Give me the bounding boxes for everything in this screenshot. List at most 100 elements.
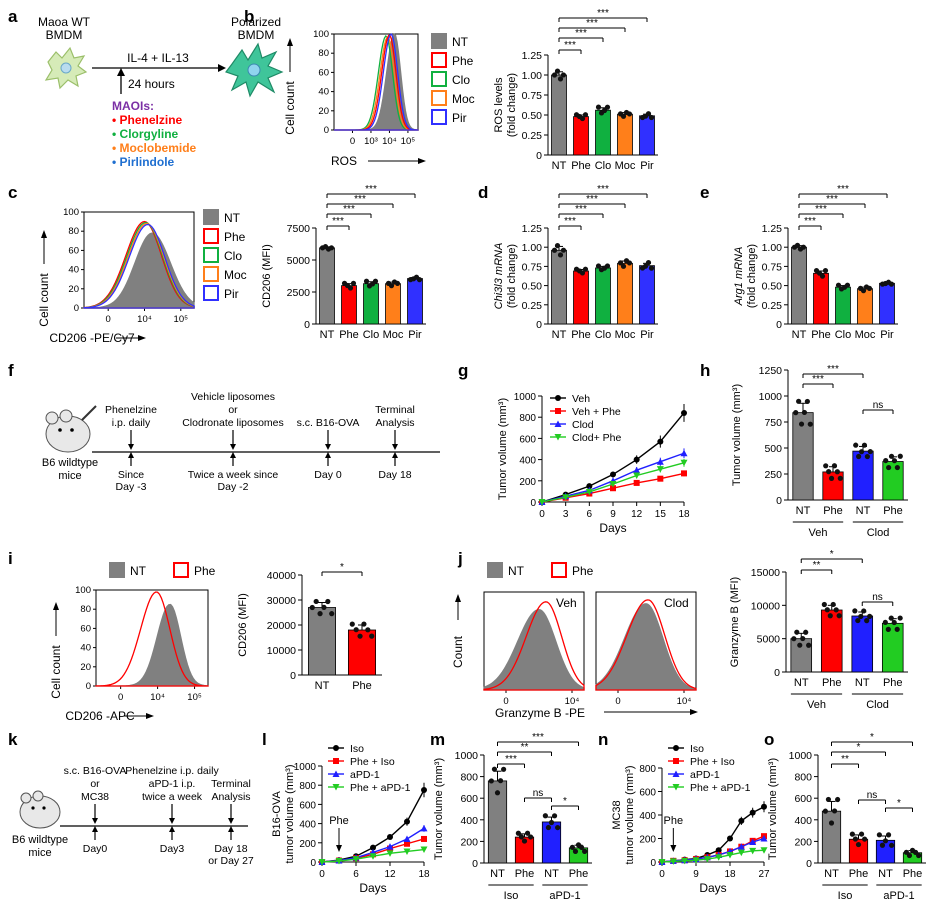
sig-label: ***	[597, 8, 609, 19]
sig-label: ***	[826, 194, 838, 205]
arrow-head	[228, 826, 234, 832]
panel-letter-n: n	[598, 730, 608, 749]
data-point	[867, 448, 873, 455]
data-point	[888, 281, 895, 287]
series-point	[669, 858, 677, 865]
data-point	[876, 832, 882, 838]
data-point	[349, 621, 355, 627]
x-axis-label: Days	[699, 881, 726, 895]
x-tick-label: Pir	[640, 160, 654, 172]
data-point	[883, 457, 889, 464]
data-point	[886, 464, 892, 471]
data-point	[807, 421, 813, 427]
y-tick-label: 0.50	[762, 281, 783, 293]
y-axis-label: tumor volume (mm³)	[284, 764, 296, 863]
data-point	[804, 398, 810, 405]
data-point	[853, 442, 859, 448]
y-tick-label: 600	[299, 800, 316, 811]
timeline-f-event-top: or	[228, 404, 238, 416]
timeline-f-event-bottom: Day 0	[314, 469, 342, 481]
y-tick-label: 400	[299, 820, 316, 831]
data-point	[521, 838, 528, 844]
sig-label: ***	[597, 184, 609, 195]
series-point	[681, 409, 687, 416]
legend-label: Phe + Iso	[690, 756, 735, 768]
y-tick-label: 60	[318, 67, 329, 78]
y-axis-label: Tumor volume (mm³)	[433, 758, 445, 860]
y-axis-label: Granzyme B (MFI)	[729, 577, 741, 667]
legend-label: Iso	[350, 743, 364, 755]
group-label: Iso	[838, 890, 853, 902]
x-tick-label: 18	[418, 869, 430, 880]
data-point	[888, 615, 894, 621]
data-point	[897, 453, 903, 459]
y-axis-label: B16-OVA	[271, 791, 283, 837]
series-point	[633, 466, 641, 474]
y-tick-label: 250	[764, 469, 782, 481]
timeline-f-event-top: Clodronate liposomes	[182, 417, 284, 429]
series-point	[727, 835, 733, 842]
panel-letter-f: f	[8, 361, 14, 380]
y-axis-label: (fold change)	[506, 244, 518, 308]
series-point	[703, 856, 711, 863]
data-point	[822, 267, 829, 274]
phe-arrow-head	[670, 845, 677, 852]
x-tick-label: 10⁴	[137, 314, 152, 325]
j-legend-label: NT	[508, 564, 525, 578]
data-point	[557, 76, 564, 82]
panel-letter-h: h	[700, 361, 710, 380]
bar-Clo	[835, 286, 851, 325]
y-tick-label: 100	[63, 207, 79, 218]
legend-marker	[333, 745, 339, 751]
b-legend-label: NT	[452, 35, 469, 49]
series-point	[404, 818, 410, 825]
data-point	[548, 819, 555, 826]
mouse-label-k1: B6 wildtype	[12, 834, 68, 846]
y-tick-label: 2500	[287, 287, 311, 299]
data-point	[560, 247, 567, 253]
axis-arrow-head	[287, 38, 293, 46]
j-label-veh: Veh	[556, 596, 577, 610]
data-point	[363, 278, 370, 284]
x-tick-label: Pir	[880, 329, 894, 341]
hist-xlabel: ROS	[331, 154, 357, 168]
schematic-a: Maoa WT BMDM IL-4 + IL-13 24 hours Polar…	[38, 15, 284, 113]
y-tick-label: 200	[299, 839, 316, 850]
panel-letter-b: b	[244, 7, 254, 26]
series-point	[610, 471, 616, 478]
b-legend-label: Phe	[452, 54, 474, 68]
x-tick-label: 10⁵	[174, 314, 189, 325]
b-legend-label: Moc	[452, 92, 475, 106]
arrow-head	[228, 818, 234, 824]
timeline-f-event-top: i.p. daily	[112, 417, 151, 429]
bar-Pir	[639, 265, 655, 325]
bar-Phe	[881, 622, 904, 673]
legend-label: aPD-1	[350, 769, 380, 781]
y-tick-label: 0	[74, 303, 79, 314]
legend-marker	[672, 784, 680, 791]
x-tick-label: 10⁴	[677, 696, 692, 707]
data-point	[856, 453, 862, 460]
x-tick-label: Phe	[811, 329, 831, 341]
series-point	[403, 835, 411, 842]
bar-Pir	[639, 115, 655, 156]
x-axis-label: Days	[359, 881, 386, 895]
y-axis-label: ROS levels	[493, 77, 505, 133]
data-point	[353, 627, 359, 633]
group-label: Veh	[807, 699, 826, 711]
y-tick-label: 800	[794, 772, 812, 784]
data-point	[793, 410, 799, 416]
y-tick-label: 400	[519, 456, 536, 467]
data-point	[604, 104, 611, 110]
legend-marker	[555, 395, 561, 401]
sig-label: ns	[533, 788, 544, 799]
y-tick-label: 1.00	[522, 242, 543, 254]
j-xlabel: Granzyme B -PE	[495, 706, 585, 720]
legend-marker	[673, 758, 679, 764]
x-tick-label: NT	[856, 505, 871, 517]
series-point	[403, 848, 411, 855]
y-tick-label: 0	[774, 667, 780, 679]
sig-label: ns	[873, 400, 884, 411]
legend-label: Phe + aPD-1	[350, 782, 411, 794]
sig-label: ***	[365, 184, 377, 195]
